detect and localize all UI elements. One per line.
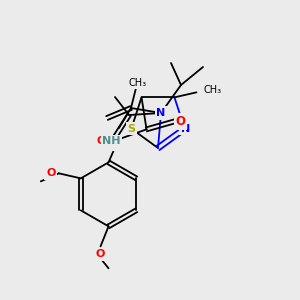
Text: O: O [96,249,105,259]
Text: NH: NH [102,136,121,146]
Text: S: S [128,124,135,134]
Text: CH₃: CH₃ [129,78,147,88]
Text: CH₃: CH₃ [203,85,222,95]
Text: O: O [96,136,106,146]
Text: N: N [181,124,190,134]
Text: O: O [176,115,185,128]
Text: O: O [110,136,120,149]
Text: N: N [156,108,166,118]
Text: O: O [46,168,56,178]
